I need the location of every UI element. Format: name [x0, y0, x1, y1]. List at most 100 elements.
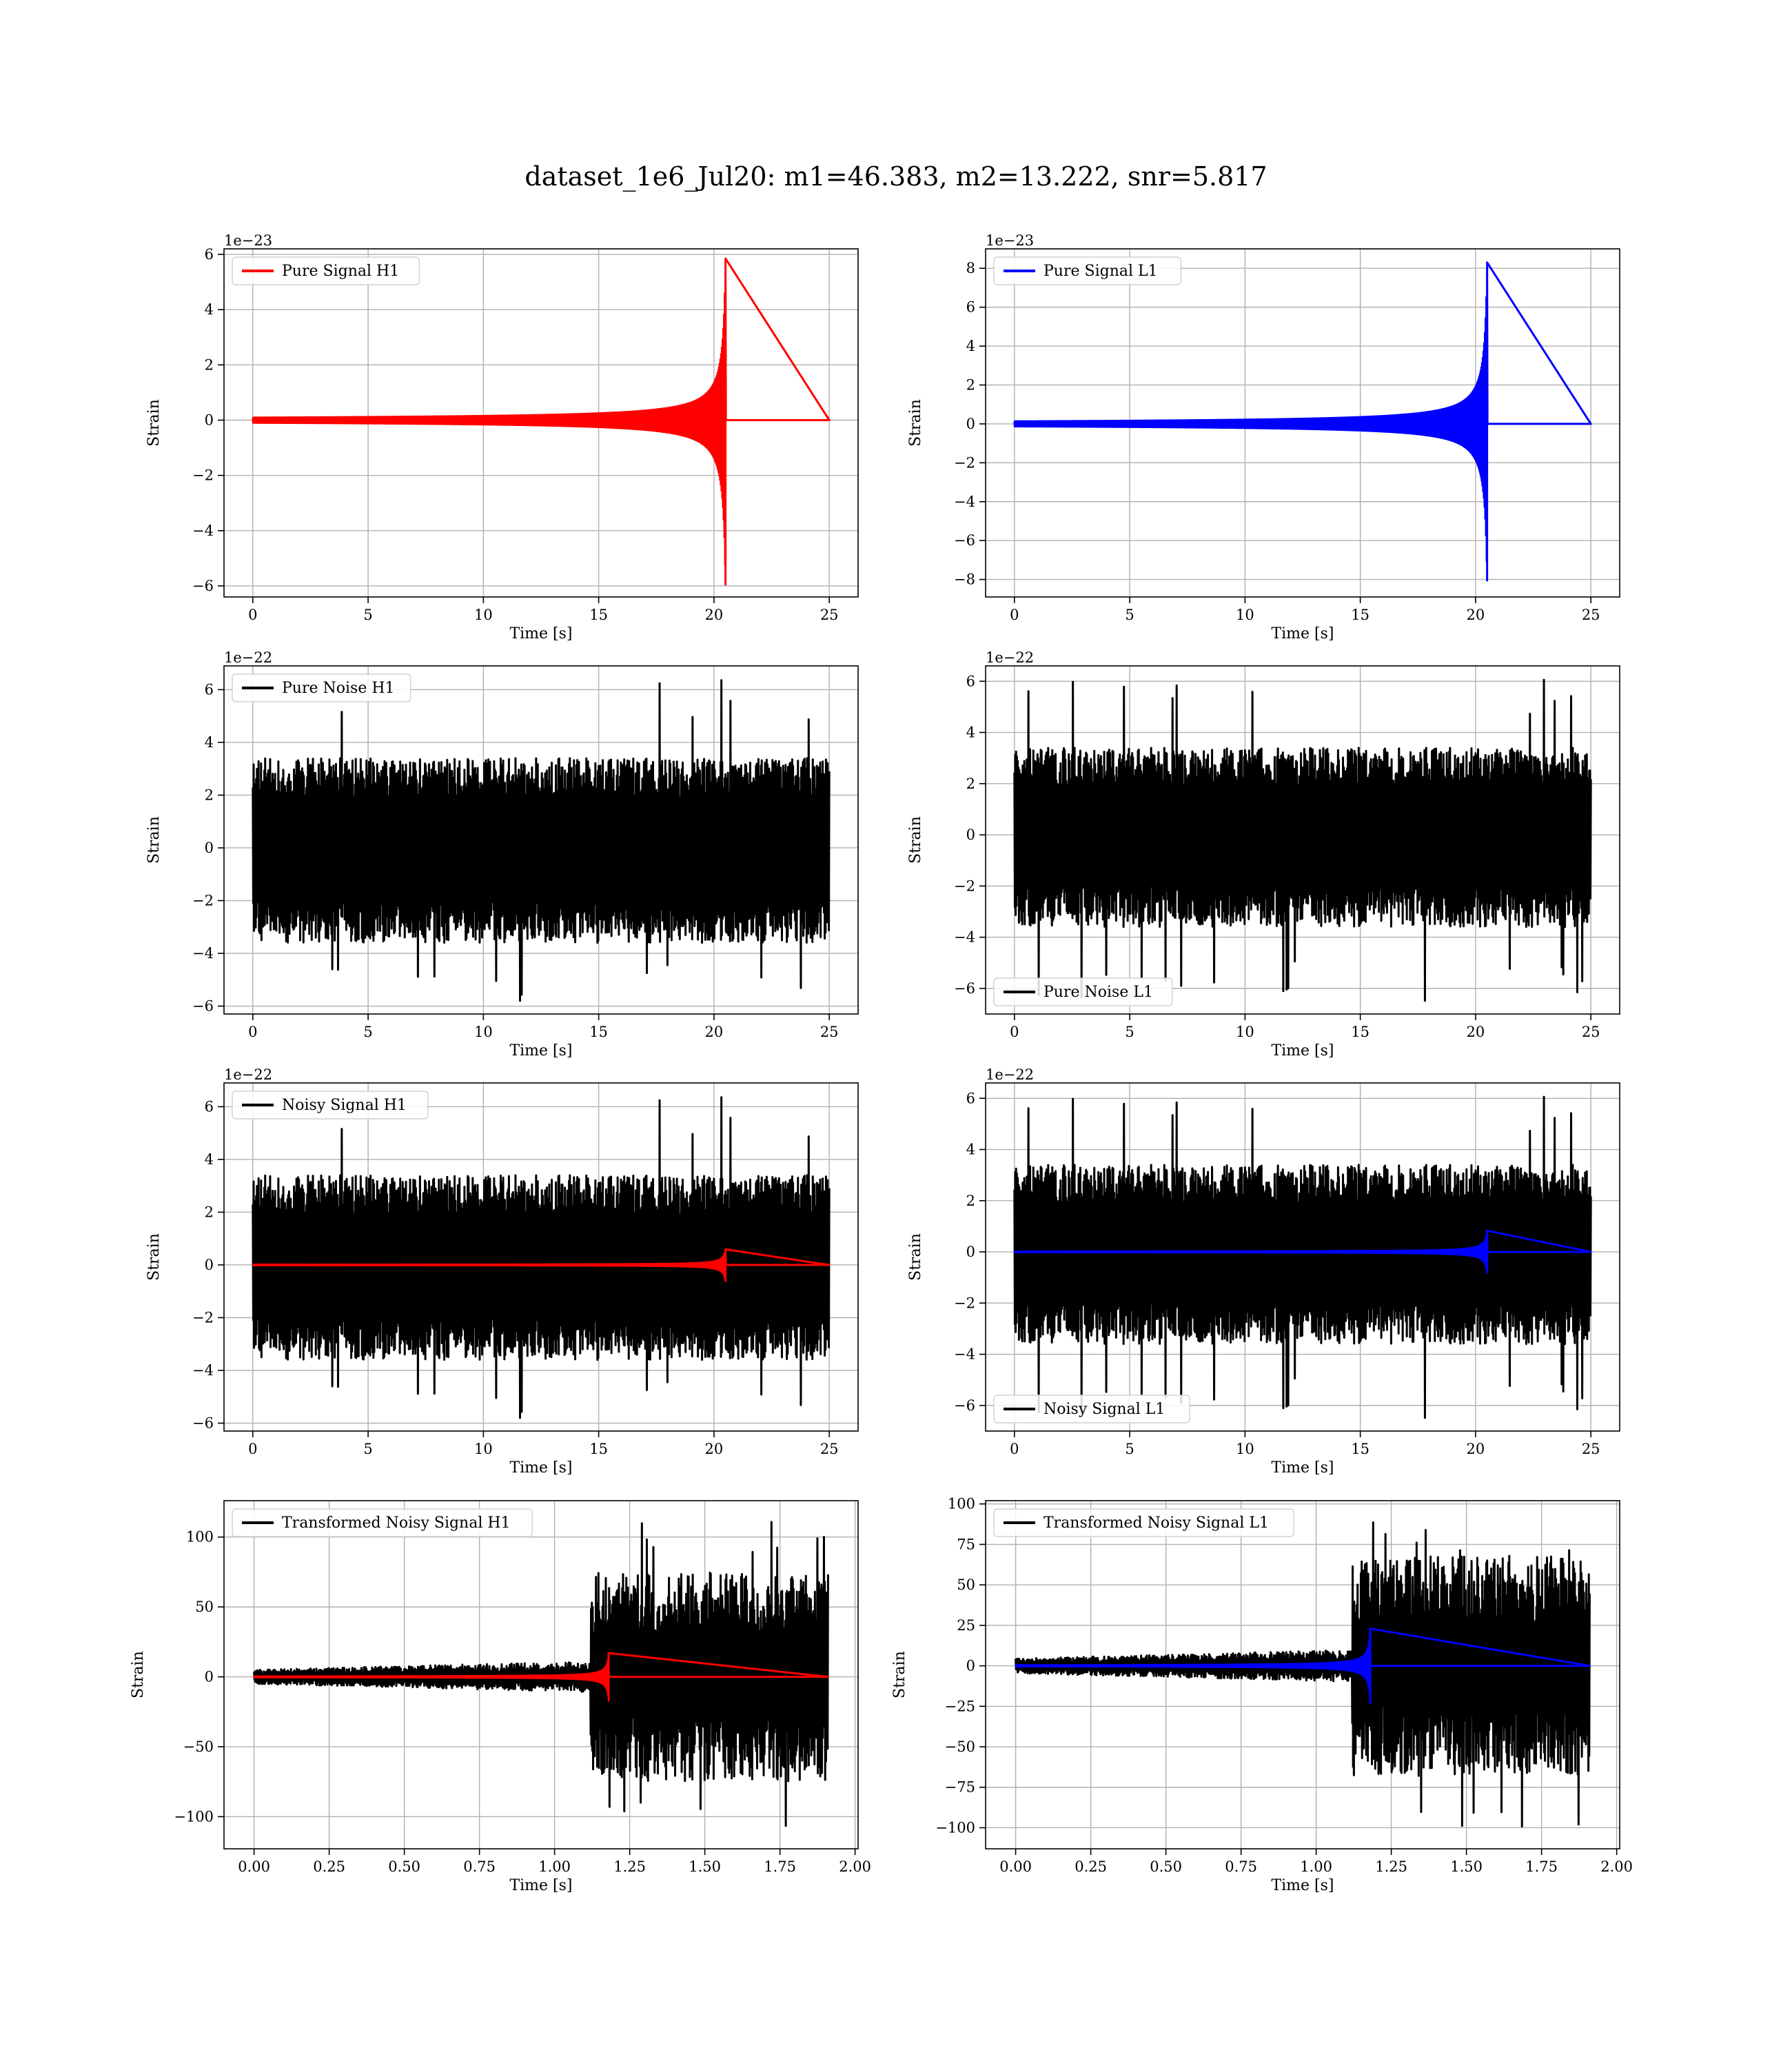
- x-tick-label: 20: [705, 607, 724, 623]
- x-tick-label: 0: [1010, 1441, 1019, 1457]
- series-group: [252, 1096, 831, 1419]
- legend: Pure Signal L1: [993, 256, 1182, 285]
- legend-box: [232, 256, 420, 285]
- y-tick-label: 2: [966, 1193, 975, 1209]
- x-tick-label: 25: [1582, 607, 1600, 623]
- y-tick-label: −100: [174, 1808, 214, 1825]
- x-tick-label: 0.50: [388, 1858, 420, 1875]
- y-tick-label: 4: [205, 301, 214, 318]
- y-axis-label: Strain: [907, 399, 924, 447]
- y-tick-label: −2: [192, 1309, 214, 1326]
- y-tick-label: 0: [205, 1257, 214, 1273]
- panel-transformed-noisy-signal-l1: 0.00 0.25 0.50 0.75 1.00 1.25 1.50 1.75 2.00 −100…: [891, 1496, 1633, 1894]
- y-tick-label: 4: [205, 1151, 214, 1168]
- series-group: [1015, 1521, 1591, 1828]
- legend: Pure Signal H1: [232, 256, 420, 285]
- x-tick-label: 1.00: [1300, 1858, 1332, 1875]
- axes-frame: [223, 1082, 859, 1432]
- x-tick-label: 20: [1467, 607, 1485, 623]
- x-tick-label: 0.50: [1150, 1858, 1182, 1875]
- y-tick-label: 2: [205, 1204, 214, 1220]
- axis-offset-label: 1e−23: [224, 232, 272, 249]
- y-tick-label: 0: [966, 416, 975, 432]
- y-tick-label: −4: [954, 1346, 975, 1363]
- axes-frame: [985, 665, 1620, 1015]
- panel-pure-signal-l1: 0 5 10 15 20 25 −8 −6 −4 −2 0 2 4 6 8 Time [s] Strain 1e−…: [907, 232, 1620, 642]
- y-tick-label: 4: [966, 338, 975, 354]
- x-axis-label: Time [s]: [1271, 1042, 1334, 1060]
- legend: Pure Noise H1: [232, 673, 411, 702]
- y-axis-label: Strain: [907, 1233, 924, 1281]
- axis-offset-label: 1e−23: [986, 232, 1034, 249]
- x-tick-label: 0: [1010, 607, 1019, 623]
- y-tick-label: −4: [954, 494, 975, 510]
- series-line-pure-noise-l1: [1013, 678, 1592, 1002]
- x-tick-label: 1.00: [538, 1858, 571, 1875]
- series-line-noisy-signal-h1: [252, 1096, 831, 1419]
- y-tick-label: −6: [192, 578, 214, 594]
- panel-pure-noise-h1: 0 5 10 15 20 25 −6 −4 −2 0 2 4 6 Time [s] Strain 1e−22 P…: [145, 649, 859, 1060]
- series-line-pure-signal-h1: [252, 257, 831, 586]
- series-line-overlay-1: [253, 1652, 829, 1702]
- legend-label: Transformed Noisy Signal L1: [1043, 1514, 1269, 1532]
- y-tick-label: −4: [192, 945, 214, 962]
- y-tick-label: −6: [954, 532, 975, 549]
- axis-offset-label: 1e−22: [986, 649, 1034, 666]
- panel-noisy-signal-l1: 0 5 10 15 20 25 −6 −4 −2 0 2 4 6 Time [s] Strain 1e−22 N…: [907, 1066, 1620, 1477]
- y-tick-label: −2: [954, 1295, 975, 1311]
- y-tick-label: 4: [205, 734, 214, 751]
- legend-label: Noisy Signal H1: [282, 1097, 407, 1114]
- panel-noisy-signal-h1: 0 5 10 15 20 25 −6 −4 −2 0 2 4 6 Time [s] Strain 1e−22 N…: [145, 1066, 859, 1477]
- y-tick-label: −4: [954, 929, 975, 946]
- x-tick-label: 10: [474, 1024, 493, 1040]
- y-tick-label: 4: [966, 1142, 975, 1158]
- legend-box: [993, 977, 1173, 1006]
- x-tick-label: 0.25: [313, 1858, 345, 1875]
- x-tick-label: 1.25: [613, 1858, 646, 1875]
- y-tick-label: −6: [954, 980, 975, 997]
- x-tick-label: 20: [705, 1441, 724, 1457]
- x-tick-label: 0.25: [1075, 1858, 1107, 1875]
- x-tick-label: 10: [474, 1441, 493, 1457]
- x-tick-label: 25: [820, 1441, 839, 1457]
- x-tick-label: 1.50: [1450, 1858, 1483, 1875]
- axis-offset-label: 1e−22: [224, 649, 272, 666]
- x-tick-label: 5: [1125, 607, 1134, 623]
- y-tick-label: −6: [192, 998, 214, 1015]
- series-line-overlay-1: [1015, 1628, 1591, 1705]
- series-line-pure-signal-l1: [1013, 261, 1592, 582]
- axes-frame: [985, 1500, 1620, 1849]
- x-tick-label: 20: [1467, 1441, 1485, 1457]
- legend: Transformed Noisy Signal L1: [993, 1508, 1294, 1537]
- axes-frame: [223, 248, 859, 598]
- x-tick-label: 10: [474, 607, 493, 623]
- y-tick-label: 6: [966, 673, 975, 689]
- y-tick-label: 50: [195, 1599, 214, 1615]
- y-tick-label: 2: [205, 356, 214, 373]
- x-tick-label: 5: [363, 607, 372, 623]
- x-tick-label: 2.00: [839, 1858, 871, 1875]
- y-tick-label: −2: [192, 892, 214, 909]
- series-line-overlay-1: [252, 1248, 831, 1282]
- y-axis-label: Strain: [907, 816, 924, 864]
- y-tick-label: −4: [192, 523, 214, 539]
- legend-box: [232, 1091, 429, 1119]
- x-tick-label: 15: [589, 1024, 608, 1040]
- y-tick-label: 25: [957, 1617, 975, 1634]
- legend: Transformed Noisy Signal H1: [232, 1508, 533, 1537]
- x-tick-label: 1.75: [1525, 1858, 1558, 1875]
- series-line-noisy-signal-l1: [1013, 1095, 1592, 1419]
- x-tick-label: 15: [1351, 607, 1370, 623]
- series-group: [252, 257, 831, 586]
- legend-box: [232, 1508, 533, 1537]
- y-tick-label: 6: [205, 681, 214, 698]
- legend-label: Pure Noise L1: [1043, 984, 1153, 1001]
- legend-label: Pure Noise H1: [282, 680, 395, 697]
- x-tick-label: 1.75: [764, 1858, 796, 1875]
- x-axis-label: Time [s]: [1271, 625, 1334, 642]
- x-tick-label: 20: [1467, 1024, 1485, 1040]
- y-tick-label: −75: [945, 1779, 975, 1796]
- y-tick-label: −50: [945, 1738, 975, 1755]
- x-axis-label: Time [s]: [1271, 1877, 1334, 1894]
- x-tick-label: 15: [1351, 1024, 1370, 1040]
